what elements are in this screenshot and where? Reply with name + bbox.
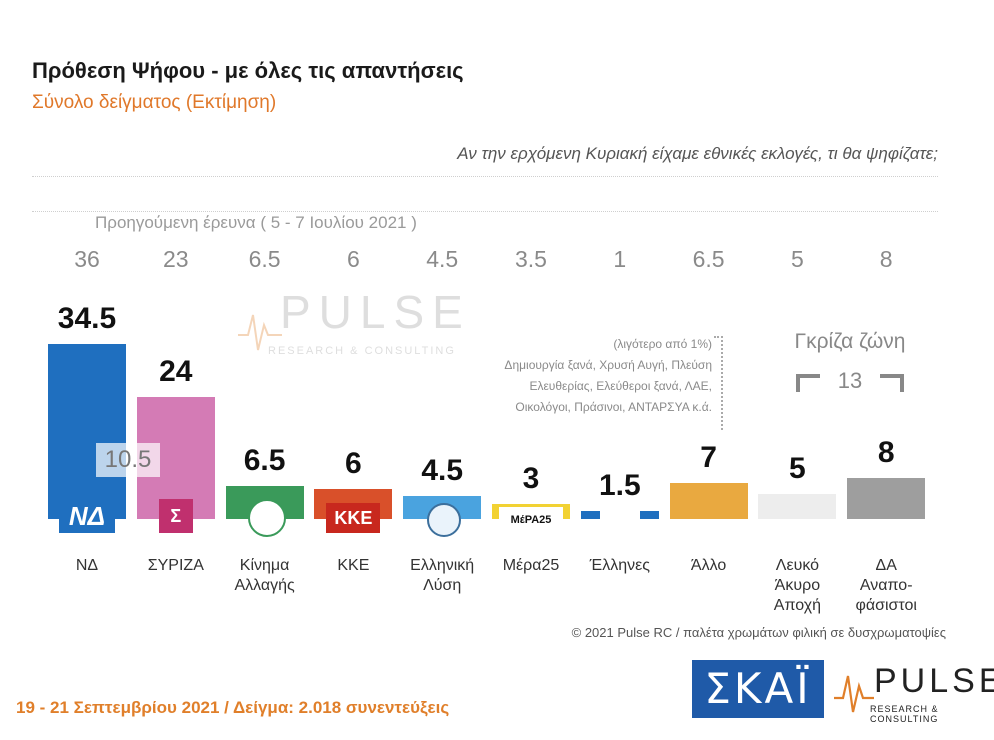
- previous-value-9: 8: [879, 246, 893, 272]
- pasok-logo: [247, 499, 286, 537]
- note-connector: [721, 336, 723, 430]
- watermark: PULSE RESEARCH & CONSULTING: [238, 285, 463, 375]
- previous-value-7: 6.5: [692, 246, 725, 272]
- value-label-0: 34.5: [57, 301, 117, 335]
- bar-7: [669, 483, 748, 519]
- previous-value-6: 1: [613, 246, 627, 272]
- survey-dates: 19 - 21 Σεπτεμβρίου 2021 / Δείγμα: 2.018…: [16, 698, 450, 717]
- previous-survey-label: Προηγούμενη έρευνα ( 5 - 7 Ιουλίου 2021 …: [95, 213, 417, 232]
- value-label-9: 8: [877, 436, 895, 470]
- category-label-7: Άλλο: [690, 557, 727, 574]
- kke-logo: ΚΚΕ: [326, 503, 381, 533]
- pulse-logo-text: PULSE: [874, 662, 994, 700]
- note-line-1: Δημιουργία ξανά, Χρυσή Αυγή, Πλεύση: [504, 358, 712, 372]
- grey-zone-value: 13: [837, 368, 863, 393]
- bar-8: [758, 493, 837, 519]
- question-divider: [32, 176, 938, 177]
- pulse-logo-subtext: RESEARCH & CONSULTING: [870, 704, 939, 724]
- value-label-7: 7: [700, 441, 717, 475]
- previous-value-4: 4.5: [426, 246, 459, 272]
- elliniki-lysi-logo: [427, 503, 462, 537]
- pulse-wave-icon: [834, 675, 874, 713]
- category-label-2: Κίνημα Αλλαγής: [234, 557, 295, 594]
- note-line-3: Οικολόγοι, Πράσινοι, ΑΝΤΑΡΣΥΑ κ.ά.: [515, 400, 712, 414]
- grey-zone-bracket: [796, 374, 904, 392]
- chart-title: Πρόθεση Ψήφου - με όλες τις απαντήσεις: [32, 58, 464, 83]
- mera25-logo: ΜέΡΑ25: [499, 507, 563, 533]
- previous-value-3: 6: [346, 246, 360, 272]
- value-label-5: 3: [522, 461, 540, 495]
- value-label-1: 24: [159, 355, 193, 389]
- bar-9: [847, 478, 926, 519]
- value-label-8: 5: [789, 451, 806, 485]
- previous-value-2: 6.5: [248, 246, 281, 272]
- note-connector-top: [714, 336, 723, 338]
- category-label-8: Λευκό Άκυρο Αποχή: [773, 557, 822, 614]
- value-label-4: 4.5: [421, 454, 464, 488]
- watermark-subtext: RESEARCH & CONSULTING: [268, 345, 456, 357]
- category-label-5: Μέρα25: [502, 557, 560, 574]
- category-label-0: ΝΔ: [75, 557, 99, 574]
- category-label-3: ΚΚΕ: [337, 557, 370, 574]
- previous-value-1: 23: [163, 246, 189, 272]
- ellines-logo: [599, 505, 640, 533]
- syriza-logo: Σ: [158, 499, 193, 533]
- bar-0: [48, 343, 126, 519]
- value-label-3: 6: [345, 446, 362, 480]
- category-label-9: ΔΑ Αναπο-φάσιστοι: [855, 557, 917, 614]
- survey-question: Αν την ερχόμενη Κυριακή είχαμε εθνικές ε…: [457, 144, 938, 163]
- nd-logo: ΝΔ: [59, 499, 115, 533]
- chart-subtitle: Σύνολο δείγματος (Εκτίμηση): [32, 92, 277, 113]
- pulse-wave-icon: [238, 314, 282, 351]
- watermark-text: PULSE: [280, 286, 471, 338]
- previous-divider: [32, 211, 938, 212]
- previous-value-5: 3.5: [515, 246, 547, 272]
- category-label-1: ΣΥΡΙΖΑ: [147, 557, 204, 574]
- note-line-2: Ελευθερίας, Ελεύθεροι ξανά, ΛΑΕ,: [529, 379, 712, 393]
- copyright-text: © 2021 Pulse RC / παλέτα χρωμάτων φιλική…: [571, 625, 946, 640]
- value-label-2: 6.5: [243, 443, 286, 477]
- previous-value-8: 5: [790, 246, 804, 272]
- value-label-6: 1.5: [598, 469, 641, 502]
- pulse-logo: PULSE RESEARCH & CONSULTING: [834, 662, 994, 724]
- category-label-4: Ελληνική Λύση: [410, 557, 475, 594]
- category-label-6: Έλληνες: [589, 557, 650, 574]
- skai-logo: ΣΚΑΪ: [692, 660, 824, 718]
- nd-gap-label: 10.5: [96, 443, 160, 477]
- previous-value-0: 36: [74, 246, 100, 272]
- grey-zone-label: Γκρίζα ζώνη: [794, 330, 906, 353]
- note-line-0: (λιγότερο από 1%): [613, 337, 712, 351]
- minor-parties-note: (λιγότερο από 1%) Δημιουργία ξανά, Χρυσή…: [476, 334, 712, 418]
